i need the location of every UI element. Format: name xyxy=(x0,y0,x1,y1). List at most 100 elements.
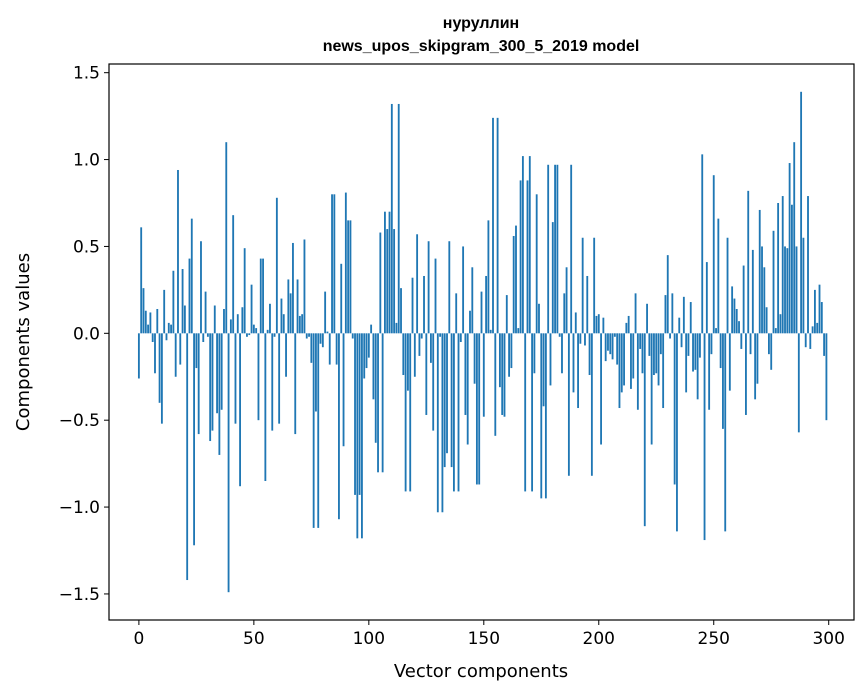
bar-68 xyxy=(294,333,297,435)
bar-152 xyxy=(487,220,490,334)
bar-34 xyxy=(216,333,218,414)
bar-0 xyxy=(137,333,140,379)
bar-240 xyxy=(689,302,692,334)
bar-164 xyxy=(515,225,517,334)
bar-161 xyxy=(508,333,511,377)
bar-97 xyxy=(361,333,363,539)
bar-187 xyxy=(567,333,570,476)
bar-180 xyxy=(551,222,554,334)
bar-205 xyxy=(609,333,612,355)
bar-5 xyxy=(149,312,152,334)
bar-297 xyxy=(820,302,823,334)
bar-89 xyxy=(342,333,345,447)
bar-183 xyxy=(558,333,561,337)
y-tick-label-3: 0.0 xyxy=(73,324,100,344)
bar-75 xyxy=(310,333,313,363)
bar-202 xyxy=(602,317,605,334)
bar-105 xyxy=(379,232,382,334)
bar-241 xyxy=(692,333,694,372)
x-tick-label-50: 50 xyxy=(243,629,265,649)
bar-234 xyxy=(676,333,678,532)
bar-73 xyxy=(305,333,308,339)
bar-284 xyxy=(791,204,793,334)
bar-63 xyxy=(282,314,285,334)
bar-14 xyxy=(170,324,172,334)
bar-254 xyxy=(722,333,724,429)
bar-286 xyxy=(795,246,798,334)
bar-296 xyxy=(818,284,821,334)
bar-151 xyxy=(485,275,488,334)
bar-197 xyxy=(590,333,593,476)
x-axis-label: Vector components xyxy=(394,661,568,682)
bar-210 xyxy=(620,333,623,393)
y-tick-label-6: 1.5 xyxy=(73,64,100,84)
bar-171 xyxy=(531,333,534,492)
bar-82 xyxy=(326,331,329,334)
bar-7 xyxy=(154,333,156,374)
bar-175 xyxy=(540,333,543,499)
bar-223 xyxy=(650,333,653,445)
bar-81 xyxy=(324,291,327,334)
bar-84 xyxy=(331,194,333,334)
bar-35 xyxy=(218,333,221,455)
bar-56 xyxy=(266,329,269,334)
bar-283 xyxy=(788,163,791,334)
bar-143 xyxy=(466,333,469,445)
bar-153 xyxy=(489,329,492,334)
bar-278 xyxy=(777,203,780,334)
bar-186 xyxy=(565,267,568,334)
bar-39 xyxy=(227,333,230,593)
bar-193 xyxy=(581,237,584,334)
bar-22 xyxy=(188,258,191,334)
bar-60 xyxy=(275,197,278,334)
bar-185 xyxy=(563,293,566,334)
bar-215 xyxy=(632,333,635,379)
bar-149 xyxy=(480,291,483,334)
bar-144 xyxy=(469,310,471,334)
bar-79 xyxy=(319,333,322,344)
bar-86 xyxy=(335,333,338,365)
bar-99 xyxy=(365,333,368,369)
bar-36 xyxy=(220,333,223,410)
bar-176 xyxy=(542,333,545,407)
bar-289 xyxy=(802,237,805,334)
bar-70 xyxy=(298,315,301,334)
bar-212 xyxy=(625,322,628,334)
bar-30 xyxy=(206,333,209,337)
bar-170 xyxy=(528,156,531,334)
bar-51 xyxy=(255,328,258,334)
bar-43 xyxy=(236,314,239,334)
bar-229 xyxy=(664,295,667,334)
bar-113 xyxy=(397,103,400,334)
bar-272 xyxy=(763,267,766,334)
bar-61 xyxy=(278,333,281,424)
bar-177 xyxy=(544,333,547,499)
bar-235 xyxy=(678,317,681,334)
bar-217 xyxy=(636,333,639,410)
bar-18 xyxy=(179,333,182,365)
bar-158 xyxy=(501,333,504,415)
bar-107 xyxy=(384,211,386,334)
bar-198 xyxy=(593,237,596,334)
bar-116 xyxy=(404,333,407,492)
bars-group xyxy=(137,91,828,593)
bar-252 xyxy=(717,218,720,334)
bar-31 xyxy=(209,333,212,442)
bar-165 xyxy=(517,328,520,334)
bar-200 xyxy=(597,314,600,334)
bar-166 xyxy=(519,180,522,334)
bar-204 xyxy=(607,333,609,351)
bar-295 xyxy=(816,322,819,334)
bar-133 xyxy=(443,333,446,468)
y-tick-label-1: −1.0 xyxy=(59,498,100,518)
bar-12 xyxy=(165,333,168,341)
bar-291 xyxy=(807,196,809,334)
bar-156 xyxy=(496,117,499,334)
bar-111 xyxy=(393,229,396,334)
bar-262 xyxy=(740,333,743,349)
bar-159 xyxy=(503,333,506,417)
bar-58 xyxy=(271,333,274,431)
bar-6 xyxy=(151,333,154,342)
bar-135 xyxy=(448,241,451,334)
